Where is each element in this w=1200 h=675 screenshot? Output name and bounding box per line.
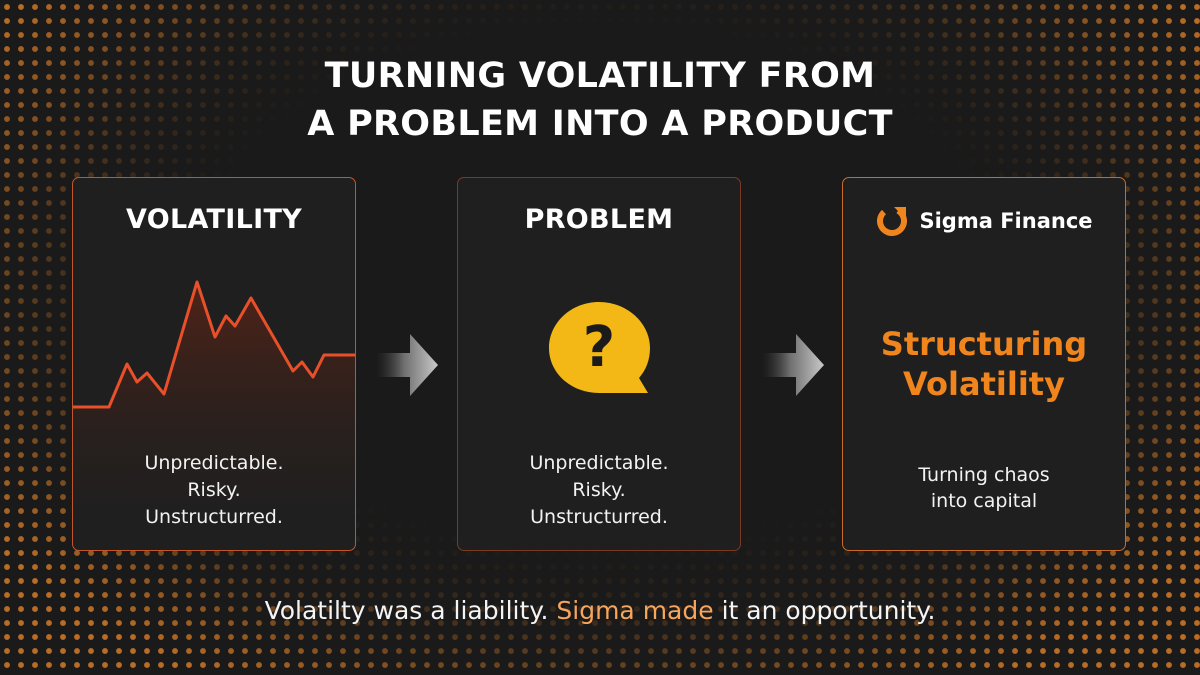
description-line: Unstructurred. [530, 506, 668, 528]
description-line: Risky. [572, 479, 626, 501]
volatility-line-chart-icon [73, 280, 355, 550]
volatility-card: VOLATILITY Unpredictable. Risky. Unstruc… [72, 177, 356, 551]
problem-heading: PROBLEM [524, 204, 674, 235]
structuring-volatility-headline: Structuring Volatility [843, 324, 1125, 404]
problem-card: PROBLEM ? Unpredictable. Risky. Unstruct… [457, 177, 741, 551]
description-line: Unpredictable. [529, 452, 669, 474]
brand: Sigma Finance [843, 204, 1125, 238]
right-arrow-icon [376, 334, 438, 396]
right-arrow-icon [762, 334, 824, 396]
description-line: into capital [930, 490, 1038, 512]
page-title: TURNING VOLATILITY FROM A PROBLEM INTO A… [0, 52, 1200, 148]
volatility-heading: VOLATILITY [125, 204, 303, 235]
description-line: Risky. [187, 479, 241, 501]
volatility-description: Unpredictable. Risky. Unstructurred. [73, 450, 355, 531]
tagline-part-2: it an opportunity. [713, 596, 936, 625]
description-line: Unpredictable. [144, 452, 284, 474]
sigma-description: Turning chaos into capital [843, 462, 1125, 514]
description-line: Turning chaos [918, 464, 1050, 486]
svg-text:?: ? [583, 315, 615, 380]
brand-name: Sigma Finance [919, 209, 1093, 233]
sigma-logo-icon [877, 206, 908, 237]
problem-description: Unpredictable. Risky. Unstructurred. [458, 450, 740, 531]
description-line: Unstructurred. [145, 506, 283, 528]
tagline-part-1: Volatilty was a liability. [264, 596, 557, 625]
tagline-accent: Sigma made [556, 596, 714, 625]
headline-line: Structuring [880, 325, 1088, 363]
headline-line: Volatility [903, 365, 1065, 403]
question-bubble-icon: ? [549, 302, 650, 393]
tagline: Volatilty was a liability. Sigma made it… [0, 596, 1200, 625]
sigma-card: Sigma Finance Structuring Volatility Tur… [842, 177, 1126, 551]
title-line-1: TURNING VOLATILITY FROM [324, 56, 876, 96]
title-line-2: A PROBLEM INTO A PRODUCT [307, 104, 893, 144]
